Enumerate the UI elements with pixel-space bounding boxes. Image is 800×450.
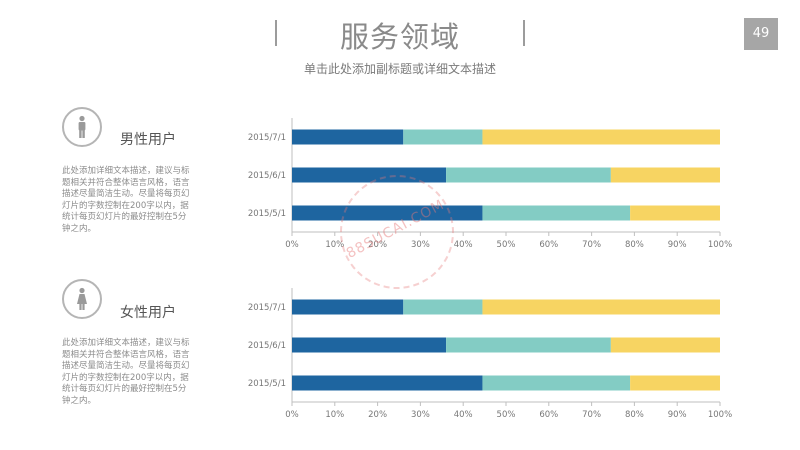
x-tick-label: 70% (582, 410, 601, 420)
x-tick-label: 20% (368, 240, 387, 250)
stacked-bar-chart-female: 2015/7/1 2015/6/1 2015/5/1 0% 10% 20% 30% 40% 50… (248, 288, 732, 420)
section-title-female: 女性用户 (120, 305, 176, 321)
bar-segment (630, 205, 720, 221)
category-tick-label: 2015/5/1 (248, 379, 286, 389)
stacked-bar-chart-male: 2015/7/1 2015/6/1 2015/5/1 0% 10% 20% 30% 40% 50… (248, 118, 732, 250)
page-subtitle: 单击此处添加副标题或详细文本描述 (303, 62, 496, 76)
section-description-female: 此处添加详细文本描述，建议与标题相关并符合整体语言风格，语言描述尽量简洁生动。尽… (62, 338, 190, 406)
x-tick-label: 20% (368, 410, 387, 420)
x-tick-label: 50% (497, 240, 516, 250)
category-tick-label: 2015/5/1 (248, 209, 286, 219)
x-tick-label: 90% (668, 410, 687, 420)
bar-segment (403, 129, 483, 145)
bar-segment (482, 299, 720, 315)
category-tick-label: 2015/6/1 (248, 171, 286, 181)
x-tick-label: 80% (625, 240, 644, 250)
bar-segment (292, 299, 404, 315)
watermark-text: 88SUCAI.COM (343, 196, 448, 262)
page-title: 服务领域 (339, 20, 460, 54)
bar-segment (630, 375, 720, 391)
title-divider-right (523, 20, 525, 46)
female-user-icon (62, 279, 102, 319)
x-tick-label: 30% (411, 410, 430, 420)
section-title-male: 男性用户 (120, 132, 176, 148)
category-tick-label: 2015/6/1 (248, 341, 286, 351)
bar-segment (610, 337, 720, 353)
bar-segment (292, 205, 483, 221)
bar-segment (610, 167, 720, 183)
x-tick-label: 10% (325, 240, 344, 250)
category-tick-label: 2015/7/1 (248, 133, 286, 143)
x-tick-label: 10% (325, 410, 344, 420)
male-user-icon (62, 107, 102, 147)
bar-segment (292, 167, 447, 183)
x-tick-label: 80% (625, 410, 644, 420)
x-tick-label: 70% (582, 240, 601, 250)
title-divider-left (275, 20, 277, 46)
x-tick-label: 0% (285, 410, 299, 420)
x-tick-label: 90% (668, 240, 687, 250)
bar-segment (446, 337, 611, 353)
x-tick-label: 60% (539, 410, 558, 420)
bar-segment (292, 337, 447, 353)
bar-segment (446, 167, 611, 183)
x-tick-label: 100% (708, 410, 732, 420)
bar-segment (403, 299, 483, 315)
x-tick-label: 30% (411, 240, 430, 250)
x-tick-label: 60% (539, 240, 558, 250)
x-tick-label: 50% (497, 410, 516, 420)
x-tick-label: 40% (454, 240, 473, 250)
bar-segment (292, 375, 483, 391)
category-tick-label: 2015/7/1 (248, 303, 286, 313)
bar-segment (292, 129, 404, 145)
x-tick-label: 40% (454, 410, 473, 420)
section-description-male: 此处添加详细文本描述，建议与标题相关并符合整体语言风格，语言描述尽量简洁生动。尽… (62, 166, 190, 234)
x-tick-label: 0% (285, 240, 299, 250)
bar-segment (482, 129, 720, 145)
page-number-badge: 49 (744, 18, 778, 50)
bar-segment (482, 205, 631, 221)
bar-segment (482, 375, 631, 391)
x-tick-label: 100% (708, 240, 732, 250)
